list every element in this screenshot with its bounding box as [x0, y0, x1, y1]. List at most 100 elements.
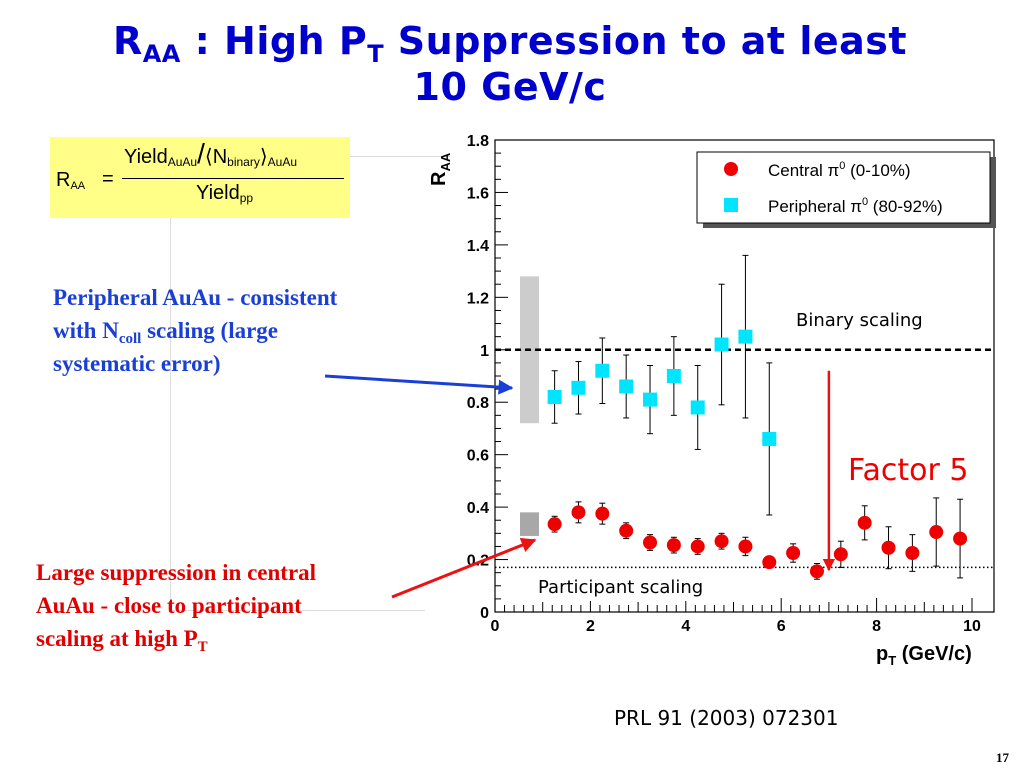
central-data-point	[881, 540, 896, 555]
central-data-point	[786, 546, 801, 560]
y-tick-label: 0	[480, 605, 489, 622]
formula-numerator: YieldAuAu/⟨Nbinary⟩AuAu	[124, 140, 297, 170]
x-tick-label: 0	[491, 618, 500, 635]
central-data-point	[619, 523, 634, 538]
annotation-central-t: T	[197, 639, 208, 655]
page-number: 17	[996, 750, 1009, 765]
central-data-point	[595, 506, 610, 521]
divider-line-horizontal	[350, 156, 450, 157]
central-data-point	[809, 564, 824, 579]
formula-num-n-sub: binary	[227, 155, 260, 169]
central-data-point	[929, 525, 944, 540]
peripheral-data-point	[619, 379, 634, 394]
formula-num-slash: /	[197, 138, 205, 169]
peripheral-data-point	[762, 431, 777, 446]
central-data-point	[953, 531, 968, 546]
central-pointer-arrow	[391, 538, 537, 599]
participant-label-bg	[530, 571, 736, 601]
x-tick-label: 4	[681, 618, 690, 635]
x-tick-label: 2	[586, 618, 595, 635]
x-axis-title: pT (GeV/c)	[876, 643, 972, 668]
title-text-suppression: Suppression to at least	[384, 19, 908, 63]
y-tick-label: 1.8	[467, 133, 489, 150]
central-data-point	[714, 534, 729, 549]
central-data-point	[666, 538, 681, 553]
formula-num-yield: Yield	[124, 146, 168, 168]
annotation-central: Large suppression in central AuAu - clos…	[36, 556, 396, 655]
formula-lhs-r: R	[56, 169, 71, 191]
annotation-peripheral-line1: Peripheral AuAu - consistent	[53, 285, 338, 310]
formula-num-bracket-close: ⟩	[259, 146, 268, 168]
divider-line-bottom	[170, 610, 425, 611]
y-tick-label: 1	[480, 343, 489, 360]
annotation-central-line2: AuAu - close to participant	[36, 593, 302, 618]
y-tick-label: 1.6	[467, 185, 489, 202]
central-data-point	[738, 539, 753, 554]
systematic-band-1	[520, 512, 539, 536]
y-tick-label: 0.4	[467, 500, 489, 517]
annotation-central-line1: Large suppression in central	[36, 560, 317, 585]
raa-formula-box: RAA = YieldAuAu/⟨Nbinary⟩AuAu Yieldpp	[50, 137, 350, 218]
legend-central-marker	[724, 162, 738, 176]
reference-lines	[495, 348, 994, 569]
formula-den-yield-sub: pp	[239, 191, 254, 205]
x-tick-label: 6	[777, 618, 786, 635]
peripheral-data-point	[738, 329, 753, 344]
formula-num-bracket-sub: AuAu	[267, 155, 297, 169]
peripheral-data-point	[714, 337, 729, 352]
central-data-point	[762, 555, 777, 570]
formula-den-yield: Yield	[196, 182, 240, 204]
formula-num-n: N	[212, 146, 228, 168]
central-data-point	[833, 547, 848, 562]
central-data-point	[643, 535, 658, 550]
formula-num-bracket-open: ⟨	[204, 146, 213, 168]
peripheral-data-point	[571, 380, 586, 395]
central-data-point	[690, 539, 705, 554]
formula-num-yield-sub: AuAu	[167, 155, 198, 169]
annotation-peripheral: Peripheral AuAu - consistent with Ncoll …	[53, 281, 423, 380]
reference-citation: PRL 91 (2003) 072301	[614, 706, 839, 730]
x-tick-label: 8	[872, 618, 881, 635]
factor-five-label: Factor 5	[848, 453, 968, 488]
title-text-t: T	[367, 40, 385, 68]
y-axis-title: RAA	[428, 152, 453, 186]
formula-equals: =	[102, 168, 114, 190]
formula-fraction-bar	[122, 178, 344, 179]
formula-lhs-aa: AA	[70, 180, 86, 192]
axis-ticks: 00.20.40.60.811.21.41.61.80 2 4 6 8 10	[467, 133, 981, 635]
formula-denominator: Yieldpp	[196, 182, 253, 205]
title-text-high-p: : High P	[180, 19, 368, 63]
central-data-point	[905, 546, 920, 560]
data-points	[547, 254, 968, 580]
legend-central-label: Central π0 (0-10%)	[768, 160, 911, 180]
legend-box	[696, 151, 991, 224]
title-text-line2: 10 GeV/c	[413, 65, 607, 109]
peripheral-data-point	[547, 389, 562, 404]
annotation-peripheral-line2-post: scaling (large	[141, 318, 279, 343]
y-tick-label: 1.4	[467, 238, 489, 255]
y-tick-label: 0.8	[467, 395, 489, 412]
central-data-point	[547, 517, 562, 532]
legend-peripheral-marker	[724, 198, 738, 212]
annotation-peripheral-coll: coll	[118, 331, 142, 347]
binary-scaling-label: Binary scaling	[796, 310, 923, 331]
legend-peripheral-label: Peripheral π0 (80-92%)	[768, 196, 943, 216]
y-tick-label: 0.6	[467, 448, 489, 465]
y-tick-label: 1.2	[467, 290, 489, 307]
x-tick-label: 10	[963, 618, 981, 635]
title-text-aa: AA	[142, 40, 181, 68]
legend: Central π0 (0-10%) Peripheral π0 (80-92%…	[696, 151, 996, 228]
peripheral-data-point	[666, 369, 681, 383]
peripheral-data-point	[690, 400, 705, 415]
central-data-point	[571, 505, 586, 520]
peripheral-data-point	[595, 363, 610, 378]
participant-scaling-label: Participant scaling	[538, 577, 703, 598]
systematic-bands	[520, 276, 539, 536]
divider-line-vertical	[170, 218, 171, 610]
peripheral-pointer-arrow	[324, 374, 514, 395]
formula-lhs: RAA	[56, 169, 85, 192]
title-text-r: R	[112, 19, 143, 63]
slide-title: RAA : High PT Suppression to at least 10…	[60, 18, 960, 110]
annotation-peripheral-line3: systematic error)	[53, 351, 221, 376]
